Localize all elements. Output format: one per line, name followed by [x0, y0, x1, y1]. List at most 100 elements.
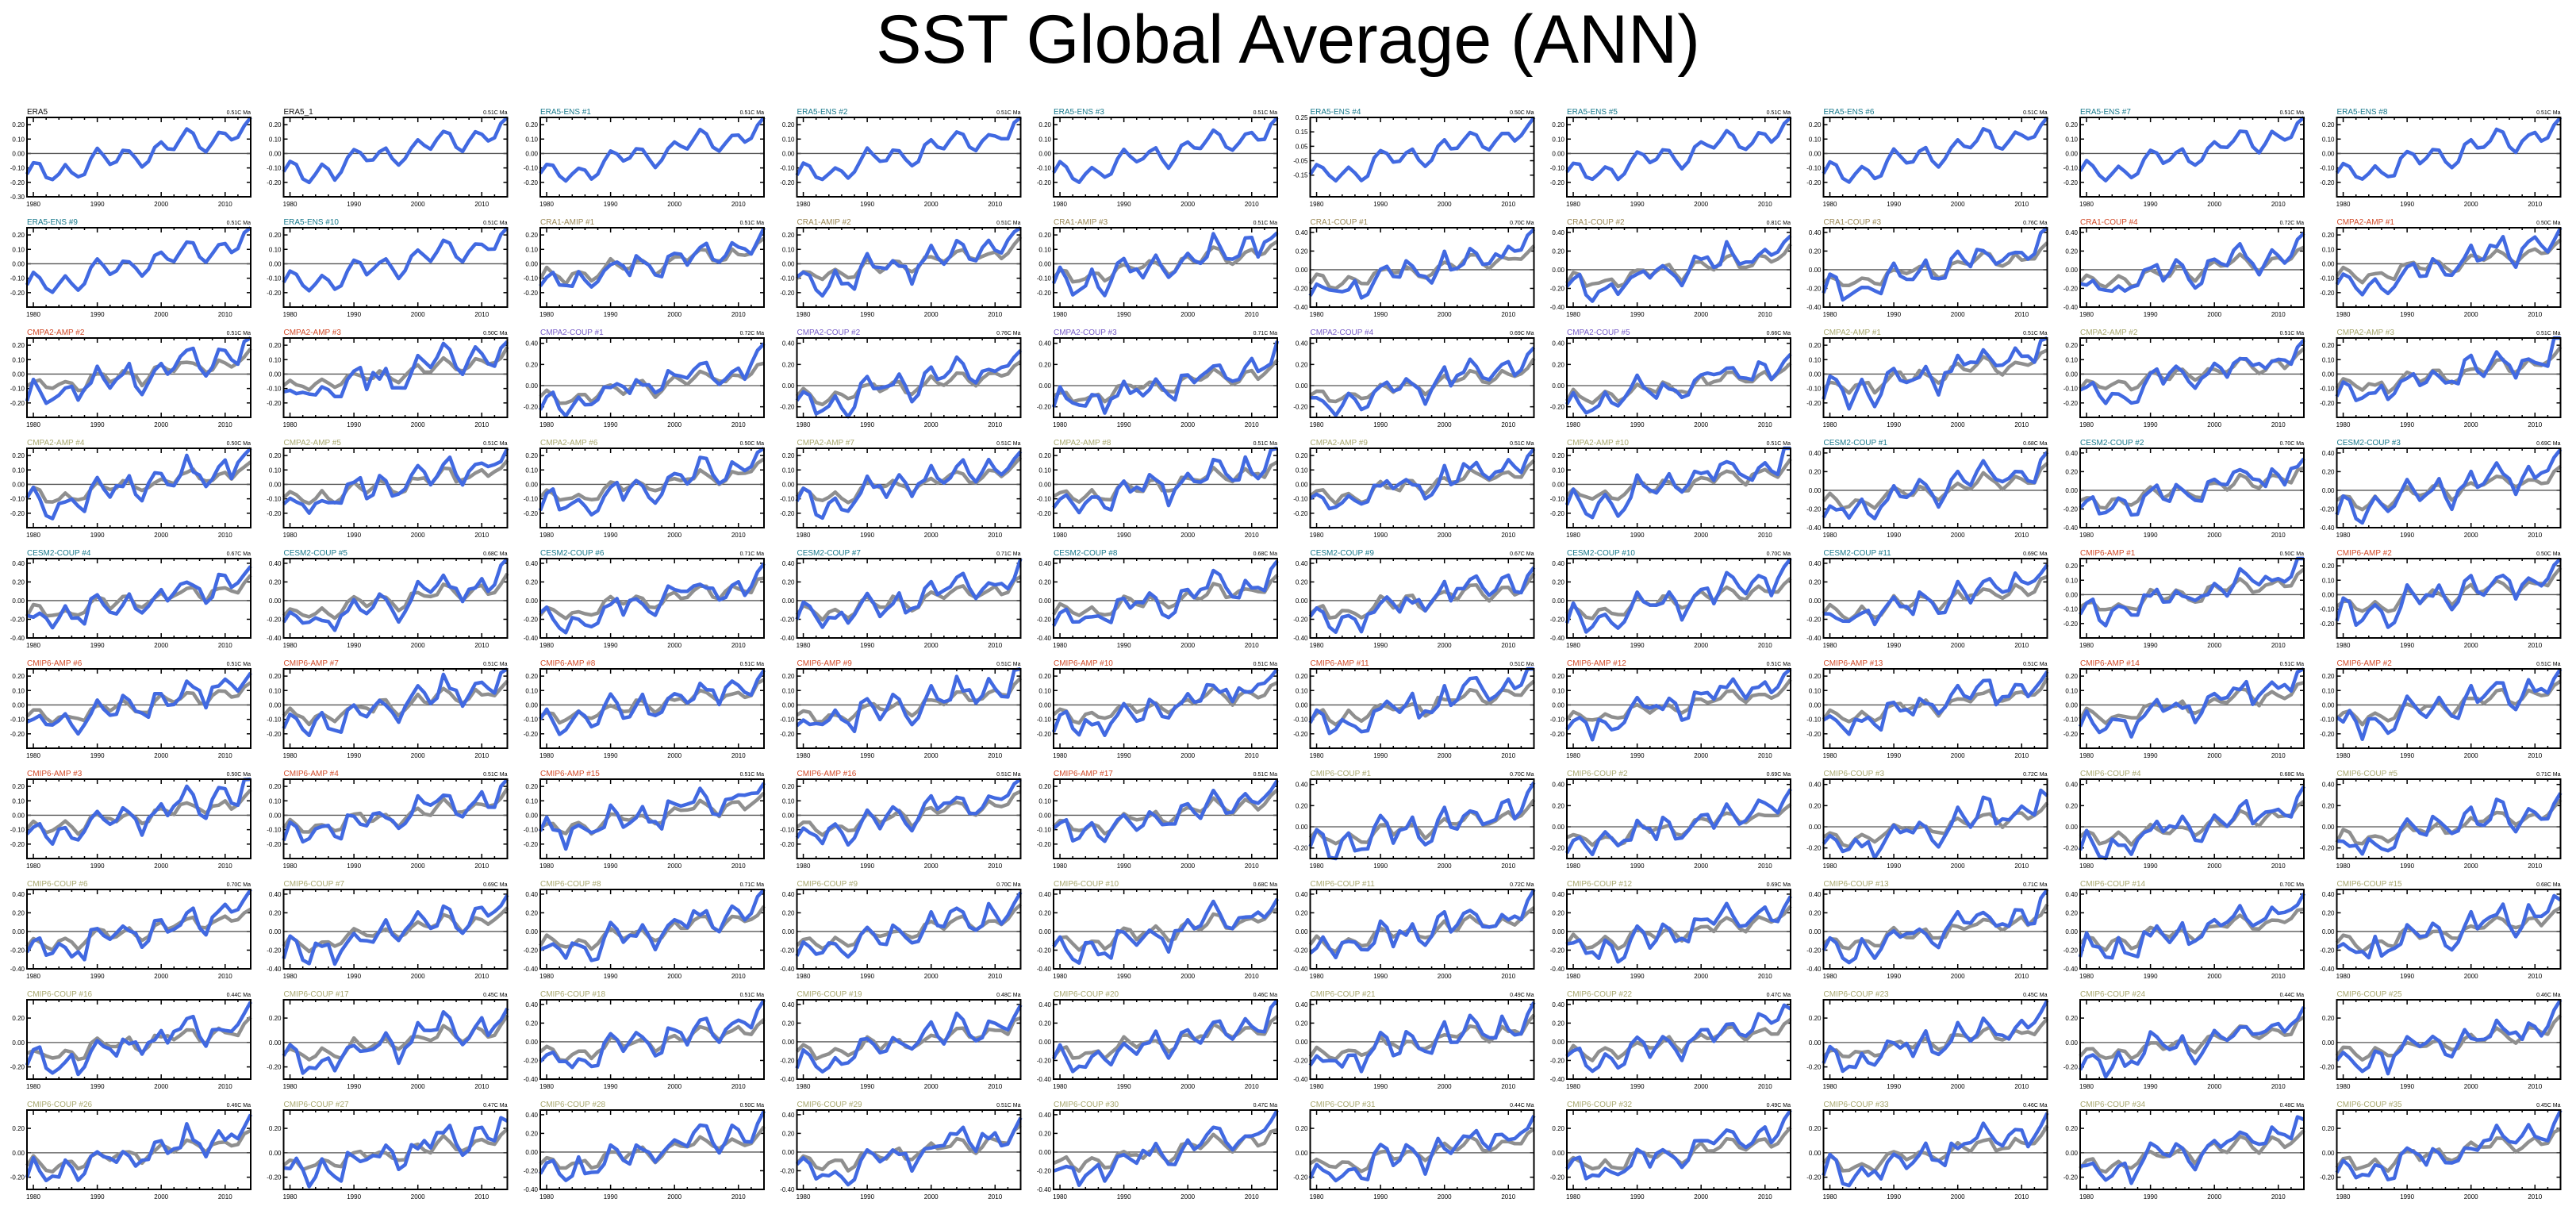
y-tick-label: 0.15 — [1296, 129, 1308, 136]
panel: CMPA2-COUP #3 0.71C Ma 0.40 0.20 0.00 -0.20 19… — [1037, 328, 1280, 428]
x-tick-label: 1980 — [283, 532, 298, 539]
x-tick-label: 1980 — [1310, 201, 1324, 208]
y-tick-label: -0.20 — [524, 947, 539, 954]
plot-frame — [2336, 778, 2562, 859]
y-tick-label: 0.20 — [2322, 909, 2335, 916]
x-tick-label: 2000 — [154, 201, 168, 208]
y-tick-label: 0.20 — [1296, 578, 1308, 586]
panel-title: CESM2-COUP #1 — [1824, 439, 1888, 448]
panel-trend-label: 0.71C Ma — [1253, 331, 1277, 336]
y-tick-label: 0.00 — [269, 928, 282, 935]
x-tick-label: 2010 — [2528, 311, 2542, 318]
plot-frame — [539, 778, 765, 859]
model-series-line — [2335, 448, 2563, 525]
x-tick-label: 1990 — [1630, 201, 1645, 208]
x-tick-label: 2000 — [1951, 201, 1965, 208]
reference-series-line — [1052, 681, 1278, 725]
y-tick-label: 0.10 — [2322, 687, 2335, 694]
x-tick-label: 2000 — [1438, 421, 1452, 428]
panel-title: CESM2-COUP #4 — [27, 549, 91, 558]
x-tick-label: 1990 — [2400, 642, 2414, 649]
y-tick-label: 0.40 — [525, 560, 538, 567]
y-tick-label: -0.20 — [524, 290, 539, 297]
y-tick-label: 0.40 — [1552, 782, 1564, 789]
panel: CMIP6-AMP #12 0.51C Ma 0.20 0.10 0.00 -0.10 -0… — [1550, 659, 1792, 759]
panel-title: CMIP6-AMP #7 — [284, 659, 340, 668]
panel-title: CMIP6-COUP #17 — [284, 990, 350, 999]
x-tick-label: 2000 — [1181, 532, 1195, 539]
model-series-line — [2335, 336, 2561, 402]
x-tick-label: 2010 — [1501, 973, 1515, 980]
reference-series-line — [282, 346, 509, 392]
model-series-line — [282, 226, 509, 293]
y-tick-label: 0.20 — [2065, 563, 2078, 570]
y-tick-label: 0.40 — [782, 891, 795, 898]
y-tick-label: 0.40 — [1296, 229, 1308, 236]
y-tick-label: -0.40 — [1293, 966, 1308, 973]
y-tick-label: -0.40 — [1550, 635, 1565, 642]
x-tick-label: 1990 — [604, 862, 618, 870]
plot-frame — [2079, 117, 2305, 198]
reference-series-line — [2335, 798, 2563, 846]
model-series-line — [1823, 563, 2049, 627]
panel: CMIP6-AMP #13 0.51C Ma 0.20 0.10 0.00 -0.10 -0… — [1806, 659, 2049, 759]
y-tick-label: 0.10 — [12, 136, 25, 143]
panel-title: CMIP6-AMP #14 — [2080, 659, 2140, 668]
y-tick-label: 0.20 — [2322, 468, 2335, 475]
model-series-line — [1052, 897, 1279, 965]
y-tick-label: 0.20 — [269, 1015, 282, 1022]
y-tick-label: 0.20 — [2322, 802, 2335, 809]
y-tick-label: 0.00 — [1296, 382, 1308, 390]
y-tick-label: 0.20 — [1296, 909, 1308, 916]
panel-trend-label: 0.51C Ma — [1767, 110, 1791, 116]
y-tick-label: -0.10 — [780, 827, 795, 834]
model-series-line — [2335, 226, 2563, 297]
model-series-line — [796, 667, 1021, 734]
x-tick-label: 1980 — [1053, 752, 1067, 759]
x-tick-label: 1980 — [1053, 973, 1067, 980]
panel-title: CMIP6-COUP #7 — [284, 880, 345, 889]
y-tick-label: -0.20 — [1550, 947, 1565, 954]
panel-trend-label: 0.50C Ma — [2280, 551, 2304, 557]
model-series-line — [539, 669, 766, 736]
panel-trend-label: 0.76C Ma — [996, 331, 1020, 336]
x-tick-label: 1990 — [2400, 752, 2414, 759]
y-tick-label: -0.10 — [2320, 716, 2335, 724]
y-tick-label: -0.20 — [780, 404, 795, 411]
y-tick-label: 0.00 — [1552, 382, 1564, 390]
x-tick-label: 2010 — [1245, 752, 1259, 759]
panel-title: CMIP6-AMP #17 — [1054, 770, 1113, 778]
x-tick-label: 2010 — [1758, 201, 1772, 208]
x-tick-label: 2010 — [2528, 862, 2542, 870]
plot-frame — [1309, 889, 1535, 970]
panel: CESM2-COUP #2 0.70C Ma 0.40 0.20 0.00 -0.20 -0… — [2063, 439, 2305, 539]
x-tick-label: 1990 — [604, 311, 618, 318]
x-tick-label: 1990 — [90, 532, 105, 539]
plot-frame — [2079, 778, 2305, 859]
plot-frame — [2336, 337, 2562, 418]
y-tick-label: -0.10 — [524, 275, 539, 282]
model-series-line — [795, 891, 1023, 959]
x-tick-label: 2010 — [731, 862, 746, 870]
reference-series-line — [1565, 243, 1792, 289]
panel-trend-label: 0.71C Ma — [2536, 772, 2560, 778]
y-tick-label: 0.10 — [12, 246, 25, 253]
y-tick-label: 0.20 — [525, 121, 538, 129]
panel-trend-label: 0.51C Ma — [2023, 331, 2047, 336]
panel: ERA5-ENS #1 0.51C Ma 0.20 0.10 0.00 -0.10 -0.2… — [524, 108, 766, 208]
panel: CMIP6-AMP #16 0.51C Ma 0.20 0.10 0.00 -0.10 -0… — [780, 770, 1022, 870]
plot-frame — [2079, 558, 2305, 639]
x-tick-label: 1980 — [26, 532, 40, 539]
x-tick-label: 2010 — [1758, 973, 1772, 980]
model-series-line — [282, 667, 509, 738]
y-tick-label: 0.00 — [1809, 928, 1822, 935]
panel-trend-label: 0.68C Ma — [1253, 551, 1277, 557]
x-tick-label: 2000 — [1951, 532, 1965, 539]
panel-trend-label: 0.67C Ma — [227, 551, 251, 557]
y-tick-label: -0.10 — [1806, 386, 1822, 393]
plot-frame — [2336, 668, 2562, 749]
x-tick-label: 2000 — [1181, 973, 1195, 980]
y-tick-label: -0.10 — [1293, 716, 1308, 724]
x-tick-label: 2010 — [2271, 201, 2286, 208]
model-series-line — [25, 116, 252, 182]
